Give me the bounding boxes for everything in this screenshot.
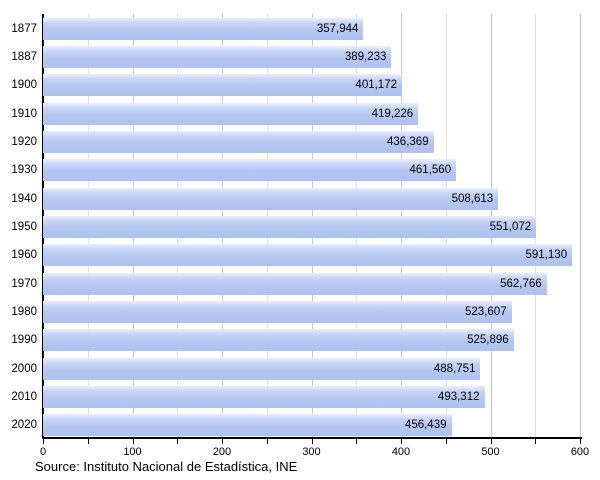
- x-axis-line: [42, 437, 582, 439]
- year-label-1900: 1900: [11, 79, 37, 92]
- x-tick-mark: [311, 439, 313, 444]
- year-label-1877: 1877: [11, 22, 37, 35]
- year-label-1950: 1950: [11, 220, 37, 233]
- bar-value-label: 591,130: [525, 249, 568, 262]
- x-tick-mark: [535, 439, 537, 444]
- bar-1930: [43, 159, 457, 182]
- x-tick-mark: [490, 439, 492, 444]
- year-label-1920: 1920: [11, 135, 37, 148]
- year-label-2010: 2010: [11, 390, 37, 403]
- x-tick-label-500: 500: [481, 446, 500, 458]
- bar-1887: [43, 45, 392, 68]
- bar-2010: [43, 385, 485, 408]
- x-tick-label-200: 200: [212, 446, 232, 458]
- bar-value-label: 493,312: [437, 390, 480, 403]
- x-tick-mark: [356, 439, 358, 444]
- year-label-1960: 1960: [11, 249, 37, 262]
- bar-value-label: 508,613: [451, 192, 494, 205]
- year-label-1940: 1940: [11, 192, 37, 205]
- x-tick-mark: [445, 439, 447, 444]
- bar-value-label: 389,233: [344, 50, 387, 63]
- bar-value-label: 523,607: [465, 305, 507, 318]
- x-tick-label-300: 300: [302, 446, 321, 458]
- bar-1950: [43, 215, 537, 238]
- x-tick-label-100: 100: [123, 446, 142, 458]
- year-label-1990: 1990: [11, 334, 37, 347]
- bar-1960: [43, 244, 573, 267]
- year-label-1910: 1910: [11, 107, 37, 120]
- bar-1970: [43, 272, 547, 295]
- x-tick-mark: [266, 439, 268, 444]
- x-tick-label-400: 400: [391, 446, 411, 458]
- bar-1980: [43, 300, 512, 323]
- bar-1920: [43, 130, 434, 153]
- year-label-1887: 1887: [11, 50, 37, 63]
- x-tick-mark: [132, 439, 134, 444]
- bar-value-label: 357,944: [316, 22, 359, 35]
- year-label-1930: 1930: [11, 164, 37, 177]
- bar-1910: [43, 102, 419, 125]
- gridline: [580, 14, 581, 438]
- year-label-2000: 2000: [11, 362, 37, 375]
- year-label-1980: 1980: [11, 305, 37, 318]
- x-tick-mark: [87, 439, 89, 444]
- x-tick-label-600: 600: [570, 446, 590, 458]
- bar-value-label: 461,560: [409, 164, 452, 177]
- bar-1877: [43, 17, 364, 40]
- bar-1900: [43, 74, 402, 97]
- x-tick-mark: [580, 439, 581, 444]
- bar-2000: [43, 357, 481, 380]
- bar-value-label: 436,369: [387, 135, 429, 148]
- bar-value-label: 401,172: [355, 79, 397, 92]
- x-tick-mark: [43, 439, 44, 444]
- x-tick-mark: [222, 439, 223, 444]
- source-caption: Source: Instituto Nacional de Estadístic…: [35, 459, 298, 474]
- bar-value-label: 456,439: [404, 419, 447, 432]
- bar-1940: [43, 187, 499, 210]
- bar-value-label: 551,072: [489, 220, 532, 233]
- x-tick-label-0: 0: [39, 446, 47, 458]
- year-label-1970: 1970: [11, 277, 37, 290]
- bar-value-label: 525,896: [467, 334, 509, 347]
- bar-value-label: 419,226: [371, 107, 414, 120]
- x-tick-mark: [401, 439, 402, 444]
- bar-2020: [43, 414, 452, 437]
- bar-1990: [43, 329, 514, 352]
- year-label-2020: 2020: [11, 419, 37, 432]
- bar-value-label: 562,766: [500, 277, 542, 290]
- bar-value-label: 488,751: [433, 362, 476, 375]
- x-tick-mark: [177, 439, 179, 444]
